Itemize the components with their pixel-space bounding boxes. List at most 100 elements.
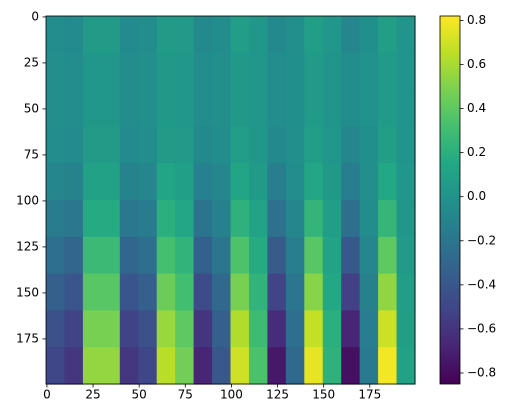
heatmap-cell xyxy=(378,347,398,385)
heatmap-cell xyxy=(138,16,158,54)
heatmap-cell xyxy=(230,89,250,127)
heatmap-cell xyxy=(248,310,268,348)
colorbar-tick-label: 0.4 xyxy=(467,101,486,115)
heatmap-cell xyxy=(396,89,416,127)
heatmap-cell xyxy=(396,52,416,91)
y-tick-label: 25 xyxy=(24,55,39,69)
heatmap-cell xyxy=(82,310,102,348)
heatmap-cell xyxy=(119,126,139,164)
heatmap-cell xyxy=(322,126,342,164)
heatmap-cell xyxy=(322,273,342,311)
heatmap-cell xyxy=(396,16,416,54)
heatmap-cell xyxy=(322,310,342,348)
heatmap-cell xyxy=(359,310,379,348)
heatmap-cell xyxy=(304,273,324,311)
colorbar-tick-label: −0.2 xyxy=(467,233,496,247)
heatmap-cell xyxy=(138,200,158,238)
heatmap-cell xyxy=(378,310,398,348)
heatmap-cell xyxy=(359,89,379,127)
x-tick-label: 125 xyxy=(266,388,289,402)
y-tick-label: 50 xyxy=(24,101,39,115)
heatmap-cell xyxy=(64,163,84,201)
heatmap-cell xyxy=(396,347,416,385)
heatmap-cell xyxy=(64,236,84,275)
heatmap-cell xyxy=(304,126,324,164)
heatmap-cell xyxy=(156,16,176,54)
heatmap-cell xyxy=(46,52,66,91)
colorbar-tick-label: 0.6 xyxy=(467,57,486,71)
heatmap-cell xyxy=(193,52,213,91)
heatmap-cell xyxy=(322,200,342,238)
heatmap-cell xyxy=(175,200,195,238)
heatmap-cell xyxy=(64,89,84,127)
heatmap-cell xyxy=(359,52,379,91)
heatmap-cell xyxy=(248,52,268,91)
heatmap-cell xyxy=(193,347,213,385)
heatmap-cell xyxy=(82,52,102,91)
heatmap-cell xyxy=(175,16,195,54)
heatmap-cell xyxy=(175,236,195,275)
heatmap-cell xyxy=(341,200,361,238)
heatmap-cell xyxy=(285,200,305,238)
heatmap-cell xyxy=(304,52,324,91)
heatmap-cell xyxy=(119,16,139,54)
heatmap-cell xyxy=(64,52,84,91)
colorbar-tick-label: 0.0 xyxy=(467,189,486,203)
heatmap-cell xyxy=(341,347,361,385)
heatmap-cell xyxy=(212,236,232,275)
heatmap-cell xyxy=(212,126,232,164)
heatmap-cell xyxy=(285,89,305,127)
heatmap-cell xyxy=(101,89,121,127)
y-tick-label: 175 xyxy=(16,331,39,345)
heatmap-cell xyxy=(248,347,268,385)
heatmap-cell xyxy=(138,347,158,385)
heatmap-cell xyxy=(378,163,398,201)
heatmap-cell xyxy=(46,163,66,201)
heatmap-cell xyxy=(396,163,416,201)
heatmap-cell xyxy=(193,126,213,164)
heatmap-cell xyxy=(119,163,139,201)
heatmap-cell xyxy=(267,52,287,91)
heatmap-cell xyxy=(248,89,268,127)
heatmap-cell xyxy=(304,236,324,275)
heatmap-cell xyxy=(119,273,139,311)
heatmap-cell xyxy=(212,89,232,127)
heatmap-cell xyxy=(64,200,84,238)
heatmap-cell xyxy=(285,236,305,275)
heatmap-cell xyxy=(175,89,195,127)
y-tick-label: 100 xyxy=(16,193,39,207)
heatmap-cell xyxy=(396,200,416,238)
heatmap-cell xyxy=(64,16,84,54)
heatmap-cell xyxy=(267,200,287,238)
heatmap-cell xyxy=(156,126,176,164)
heatmap-cell xyxy=(138,163,158,201)
heatmap-cell xyxy=(101,16,121,54)
heatmap-cell xyxy=(396,126,416,164)
heatmap-cell xyxy=(230,310,250,348)
heatmap-cell xyxy=(248,200,268,238)
heatmap-cell xyxy=(212,200,232,238)
heatmap-cell xyxy=(82,163,102,201)
heatmap-cell xyxy=(396,310,416,348)
heatmap-cell xyxy=(378,52,398,91)
heatmap-cell xyxy=(359,126,379,164)
heatmap-cell xyxy=(304,200,324,238)
heatmap-cell xyxy=(212,163,232,201)
heatmap-cell xyxy=(230,347,250,385)
heatmap-cell xyxy=(341,163,361,201)
heatmap-cell xyxy=(359,200,379,238)
colorbar-tick-label: 0.2 xyxy=(467,145,486,159)
heatmap-cell xyxy=(341,236,361,275)
heatmap-cell xyxy=(156,200,176,238)
heatmap-cell xyxy=(156,236,176,275)
heatmap-cell xyxy=(396,273,416,311)
heatmap-cell xyxy=(341,16,361,54)
y-tick-label: 150 xyxy=(16,285,39,299)
heatmap-cell xyxy=(212,310,232,348)
heatmap-cell xyxy=(230,236,250,275)
heatmap-cell xyxy=(101,200,121,238)
heatmap-cell xyxy=(322,89,342,127)
heatmap-cell xyxy=(230,126,250,164)
heatmap-cell xyxy=(248,273,268,311)
